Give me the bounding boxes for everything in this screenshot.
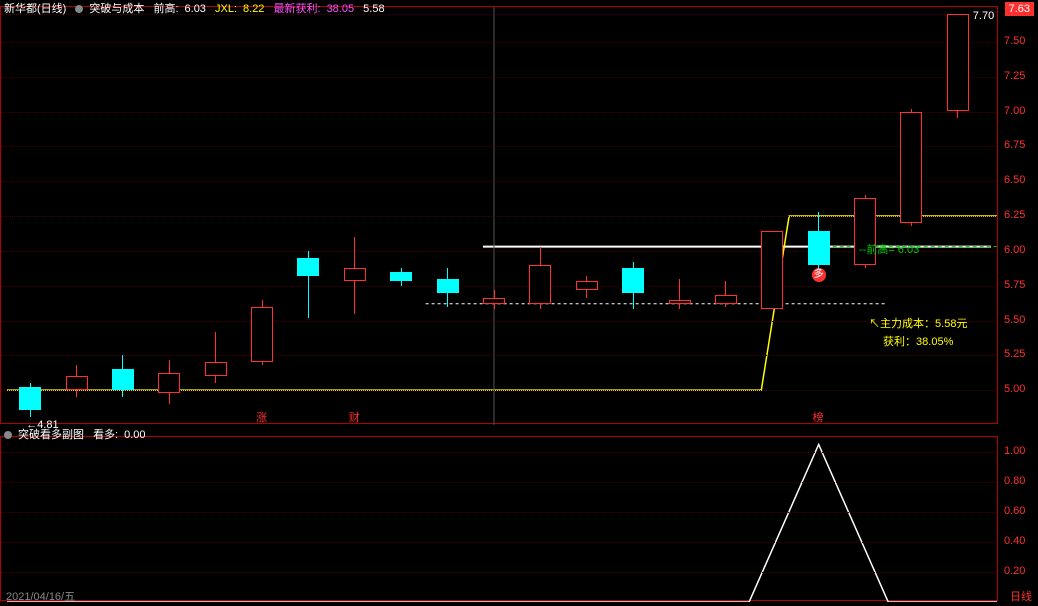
candle[interactable]: [715, 295, 737, 303]
candle[interactable]: [297, 258, 319, 276]
bottom-tag: 财: [349, 409, 360, 425]
candle[interactable]: [19, 387, 41, 409]
sub-chart-title: 突破看多副图 看多:0.00: [4, 426, 152, 442]
candle[interactable]: [66, 376, 88, 390]
candle[interactable]: [900, 112, 922, 223]
main-ytick: 5.75: [1004, 279, 1025, 291]
date-label: 2021/04/16/五: [6, 588, 75, 604]
sub-indicator-chart[interactable]: [0, 436, 998, 601]
main-ytick: 6.75: [1004, 139, 1025, 151]
sub-ytick: 1.00: [1004, 445, 1025, 457]
candle[interactable]: [622, 268, 644, 293]
main-ytick: 5.50: [1004, 314, 1025, 326]
candle[interactable]: [344, 268, 366, 282]
main-ytick: 7.50: [1004, 35, 1025, 47]
previous-high-label: --前高= 6.03: [859, 241, 919, 257]
sub-ytick: 0.60: [1004, 505, 1025, 517]
candle[interactable]: [251, 307, 273, 363]
profit-label: 获利：38.05%: [883, 333, 953, 349]
candle[interactable]: [205, 362, 227, 376]
candle[interactable]: [158, 373, 180, 393]
main-ytick: 5.00: [1004, 383, 1025, 395]
candle[interactable]: [808, 231, 830, 264]
candle[interactable]: [437, 279, 459, 293]
candle[interactable]: [529, 265, 551, 304]
candle[interactable]: [112, 369, 134, 390]
main-ytick: 7.25: [1004, 70, 1025, 82]
main-yaxis: 7.707.507.257.006.756.506.256.005.755.50…: [1000, 6, 1038, 424]
main-ytick: 6.25: [1004, 209, 1025, 221]
sub-ytick: 0.80: [1004, 475, 1025, 487]
candlestick-main-chart[interactable]: 7.70←4.81--前高= 6.03↖主力成本：5.58元获利：38.05%多…: [0, 6, 998, 424]
sub-ytick: 0.40: [1004, 535, 1025, 547]
last-price-box: 7.63: [1005, 2, 1034, 16]
sub-ytick: 0.20: [1004, 565, 1025, 577]
candle[interactable]: [761, 231, 783, 309]
candle[interactable]: [947, 14, 969, 112]
main-ytick: 7.00: [1004, 105, 1025, 117]
sub-overlay: [1, 437, 999, 602]
sub-yaxis: 1.00 0.80 0.60 0.40 0.20: [1000, 436, 1038, 601]
candle[interactable]: [669, 300, 691, 304]
main-cost-label: ↖主力成本：5.58元: [869, 315, 967, 331]
main-ytick: 6.00: [1004, 244, 1025, 256]
high-price-marker: 7.70: [973, 10, 994, 22]
bottom-tag: 涨: [256, 409, 267, 425]
bottom-tag: 榜: [813, 409, 824, 425]
main-ytick: 6.50: [1004, 174, 1025, 186]
main-ytick: 5.25: [1004, 348, 1025, 360]
timeframe-label: 日线: [1010, 588, 1032, 604]
main-chart-title: 新华都(日线) 突破与成本 前高:6.03 JXL:8.22 最新获利:38.0…: [4, 0, 391, 16]
candle[interactable]: [483, 298, 505, 304]
candle[interactable]: [576, 281, 598, 289]
buy-signal-marker: 多: [812, 268, 826, 282]
candle[interactable]: [390, 272, 412, 282]
